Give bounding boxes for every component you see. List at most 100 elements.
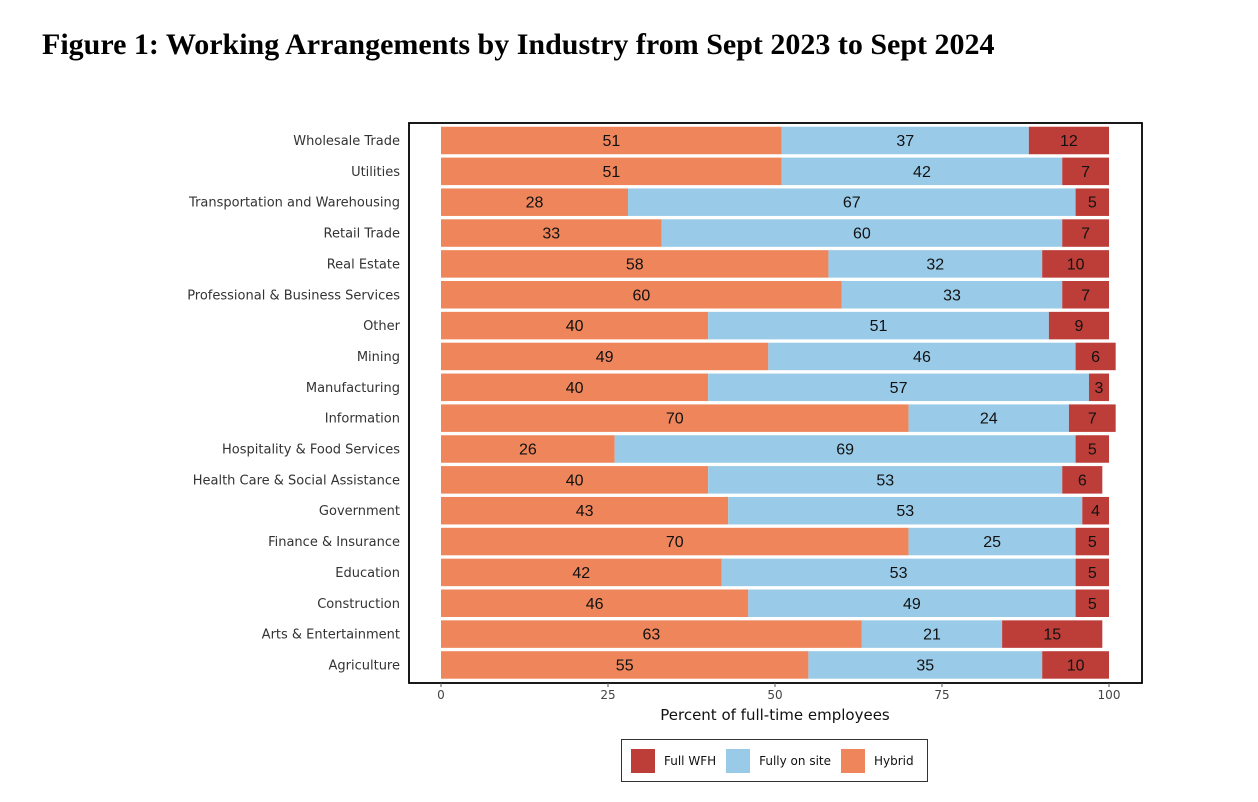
data-label: 5: [1088, 596, 1097, 613]
bar-fully-on-site-construction: [748, 589, 1076, 617]
data-label: 5: [1088, 195, 1097, 212]
data-label: 10: [1067, 256, 1085, 273]
x-tick-label: 100: [1098, 688, 1121, 702]
bar-hybrid-information: [441, 404, 909, 432]
bar-full-wfh-retail-trade: [1062, 219, 1109, 247]
bar-hybrid-wholesale-trade: [441, 126, 782, 155]
category-label: Real Estate: [327, 257, 400, 272]
data-label: 53: [896, 503, 914, 520]
category-label: Utilities: [351, 165, 400, 180]
bar-hybrid-manufacturing: [441, 373, 709, 402]
data-label: 12: [1060, 133, 1078, 150]
bar-hybrid-utilities: [441, 157, 782, 186]
category-label: Retail Trade: [324, 227, 400, 242]
bar-full-wfh-government: [1082, 496, 1109, 525]
category-label: Professional & Business Services: [187, 288, 400, 303]
category-label: Manufacturing: [306, 381, 400, 396]
x-axis-ticks: 0 25 50 75 100: [437, 683, 1120, 702]
bar-full-wfh-information: [1068, 404, 1116, 432]
bar-full-wfh-manufacturing: [1088, 373, 1109, 402]
bar-hybrid-hospitality-and-food-services: [441, 435, 615, 463]
bar-fully-on-site-agriculture: [808, 651, 1043, 679]
bar-fully-on-site-transportation-and-warehousing: [628, 188, 1076, 216]
x-tick-label: 0: [437, 688, 445, 702]
bar-hybrid-arts-and-entertainment: [441, 620, 862, 648]
data-label: 21: [923, 627, 941, 644]
data-label: 58: [626, 256, 644, 273]
bar-fully-on-site-utilities: [781, 157, 1063, 186]
data-label: 57: [890, 380, 908, 397]
data-label: 5: [1088, 534, 1097, 551]
category-label: Information: [325, 412, 400, 427]
x-tick-label: 75: [934, 688, 949, 702]
bar-fully-on-site-wholesale-trade: [781, 126, 1029, 155]
bar-hybrid-government: [441, 496, 729, 525]
data-label: 33: [943, 287, 961, 304]
category-label: Wholesale Trade: [293, 134, 400, 149]
category-label: Hospitality & Food Services: [222, 443, 400, 458]
figure-title: Figure 1: Working Arrangements by Indust…: [42, 28, 995, 61]
data-label: 4: [1091, 503, 1100, 520]
data-label: 33: [542, 226, 560, 243]
category-label: Mining: [357, 350, 400, 365]
bar-full-wfh-agriculture: [1042, 651, 1109, 679]
data-label: 25: [983, 534, 1001, 551]
bar-fully-on-site-arts-and-entertainment: [861, 620, 1003, 648]
category-label: Other: [363, 319, 401, 334]
bar-fully-on-site-health-care-and-social-assistance: [708, 466, 1063, 494]
data-label: 10: [1067, 657, 1085, 674]
bar-hybrid-education: [441, 558, 722, 587]
data-label: 5: [1088, 442, 1097, 459]
legend-item-fully-on-site: Fully on site: [726, 748, 831, 773]
category-label: Education: [335, 566, 400, 581]
bar-full-wfh-health-care-and-social-assistance: [1062, 466, 1103, 494]
legend-swatch: [631, 748, 655, 773]
data-label: 49: [596, 349, 614, 366]
data-label: 51: [602, 164, 620, 181]
bar-fully-on-site-real-estate: [828, 250, 1043, 278]
bar-fully-on-site-information: [908, 404, 1069, 432]
legend-label: Fully on site: [759, 753, 831, 768]
bar-hybrid-professional-and-business-services: [441, 281, 842, 309]
data-label: 53: [890, 565, 908, 582]
category-label: Government: [319, 504, 400, 519]
bar-full-wfh-wholesale-trade: [1028, 126, 1109, 155]
data-label: 49: [903, 596, 921, 613]
data-label: 6: [1078, 472, 1087, 489]
bar-hybrid-real-estate: [441, 250, 829, 278]
bar-hybrid-retail-trade: [441, 219, 662, 247]
legend: Full WFH Fully on site Hybrid: [621, 739, 928, 782]
data-label: 7: [1081, 226, 1090, 243]
data-label: 37: [896, 133, 914, 150]
bar-full-wfh-hospitality-and-food-services: [1075, 435, 1109, 463]
category-label: Transportation and Warehousing: [188, 196, 400, 211]
legend-item-full-wfh: Full WFH: [631, 748, 716, 773]
bar-hybrid-other: [441, 311, 709, 340]
data-label: 46: [913, 349, 931, 366]
data-label: 6: [1091, 349, 1100, 366]
data-label: 60: [853, 226, 871, 243]
bar-full-wfh-transportation-and-warehousing: [1075, 188, 1109, 216]
bar-fully-on-site-hospitality-and-food-services: [614, 435, 1076, 463]
bar-full-wfh-finance-and-insurance: [1075, 527, 1109, 556]
bar-fully-on-site-manufacturing: [708, 373, 1089, 402]
data-label: 24: [980, 411, 998, 428]
category-label: Arts & Entertainment: [262, 628, 400, 643]
bar-full-wfh-utilities: [1062, 157, 1109, 186]
bar-hybrid-finance-and-insurance: [441, 527, 909, 556]
legend-label: Hybrid: [874, 753, 914, 768]
data-label: 53: [876, 472, 894, 489]
legend-swatch: [726, 748, 751, 773]
data-label: 70: [666, 534, 684, 551]
data-label: 40: [566, 380, 584, 397]
data-label: 32: [926, 256, 944, 273]
category-label: Finance & Insurance: [268, 535, 400, 550]
data-label: 40: [566, 472, 584, 489]
data-label: 7: [1088, 411, 1097, 428]
bar-fully-on-site-retail-trade: [661, 219, 1063, 247]
data-label: 51: [870, 318, 888, 335]
bar-fully-on-site-mining: [768, 342, 1076, 371]
bar-full-wfh-real-estate: [1042, 250, 1109, 278]
data-label: 70: [666, 411, 684, 428]
